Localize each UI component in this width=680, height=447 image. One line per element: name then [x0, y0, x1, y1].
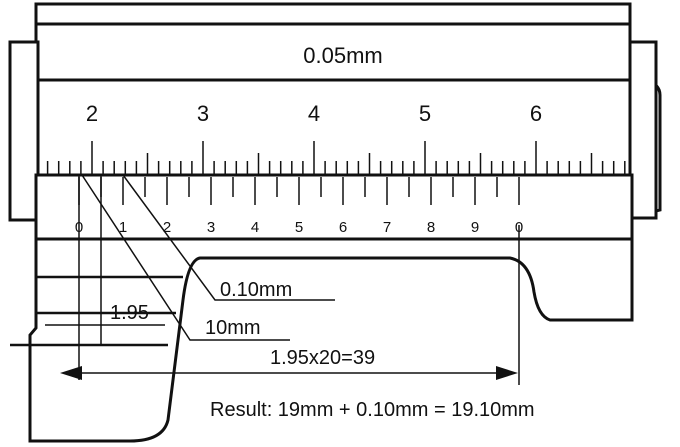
aligned-reading-label: 0.10mm — [220, 279, 292, 301]
main-scale-numbers: 2 3 4 5 6 — [86, 101, 542, 126]
span-formula-label: 1.95x20=39 — [270, 347, 375, 369]
main-scale-number: 3 — [197, 101, 209, 126]
precision-label: 0.05mm — [303, 43, 382, 68]
leader-0-10mm — [122, 174, 335, 301]
vernier-scale-number: 4 — [251, 219, 259, 236]
main-scale-ticks — [46, 141, 626, 175]
depth-rod — [34, 2, 632, 82]
main-scale-number: 6 — [530, 101, 542, 126]
vernier-offset-label: 1.95 — [110, 302, 149, 324]
main-scale-number: 5 — [419, 101, 431, 126]
beam-left-tab — [8, 40, 40, 222]
vernier-scale-number: 1 — [119, 219, 127, 236]
result-text: Result: 19mm + 0.10mm = 19.10mm — [210, 399, 535, 421]
main-reading-label: 10mm — [205, 317, 261, 339]
vernier-scale-number: 8 — [427, 219, 435, 236]
slider-body — [28, 237, 634, 443]
vernier-scale-number: 7 — [383, 219, 391, 236]
vernier-scale-number: 9 — [471, 219, 479, 236]
beam-right-tab — [628, 40, 658, 220]
vernier-scale-number: 6 — [339, 219, 347, 236]
vernier-scale-number: 3 — [207, 219, 215, 236]
vernier-scale-number: 2 — [163, 219, 171, 236]
span-arrow-left-head — [60, 366, 82, 380]
main-scale-number: 4 — [308, 101, 320, 126]
span-arrow-right-head — [496, 366, 518, 380]
vernier-plate — [34, 173, 634, 241]
main-scale-number: 2 — [86, 101, 98, 126]
leader-10mm — [81, 174, 290, 341]
vernier-scale-number: 5 — [295, 219, 303, 236]
